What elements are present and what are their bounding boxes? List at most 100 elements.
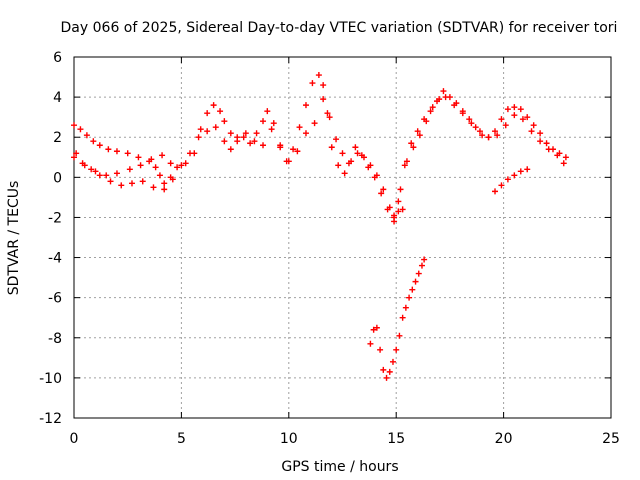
data-point bbox=[537, 138, 544, 145]
data-point bbox=[517, 168, 524, 175]
data-series bbox=[367, 256, 428, 381]
data-point bbox=[270, 120, 277, 127]
data-point bbox=[152, 164, 159, 171]
data-point bbox=[498, 116, 505, 123]
data-point bbox=[415, 270, 422, 277]
data-point bbox=[186, 150, 193, 157]
data-point bbox=[221, 118, 228, 125]
data-point bbox=[524, 114, 531, 121]
data-point bbox=[335, 162, 342, 169]
y-tick-label: -2 bbox=[48, 210, 62, 226]
data-point bbox=[113, 170, 120, 177]
y-tick-label: -4 bbox=[48, 251, 62, 267]
data-point bbox=[333, 136, 340, 143]
data-point bbox=[384, 206, 391, 213]
data-point bbox=[315, 72, 322, 79]
data-point bbox=[113, 148, 120, 155]
data-point bbox=[126, 166, 133, 173]
data-point bbox=[339, 150, 346, 157]
data-point bbox=[221, 138, 228, 145]
data-point bbox=[396, 332, 403, 339]
data-point bbox=[554, 152, 561, 159]
data-point bbox=[210, 102, 217, 109]
data-point bbox=[294, 148, 301, 155]
y-tick-label: -12 bbox=[39, 411, 62, 427]
data-point bbox=[71, 154, 77, 161]
data-point bbox=[103, 172, 110, 179]
data-point bbox=[545, 146, 552, 153]
data-point bbox=[128, 180, 135, 187]
data-point bbox=[118, 182, 125, 189]
data-point bbox=[377, 346, 384, 353]
data-point bbox=[389, 358, 396, 365]
data-point bbox=[328, 144, 335, 151]
data-point bbox=[137, 162, 144, 169]
data-point bbox=[494, 132, 501, 139]
data-point bbox=[71, 122, 77, 129]
data-point bbox=[367, 340, 374, 347]
data-point bbox=[326, 114, 333, 121]
data-point bbox=[485, 134, 492, 141]
data-series bbox=[71, 94, 567, 221]
data-point bbox=[296, 124, 303, 131]
y-tick-label: 4 bbox=[53, 90, 62, 106]
data-point bbox=[81, 162, 88, 169]
x-tick-label: 25 bbox=[602, 431, 620, 447]
data-point bbox=[197, 126, 204, 133]
data-point bbox=[124, 150, 131, 157]
data-point bbox=[302, 130, 309, 137]
data-point bbox=[204, 128, 211, 135]
data-point bbox=[320, 96, 327, 103]
data-point bbox=[156, 172, 163, 179]
data-point bbox=[528, 128, 535, 135]
data-point bbox=[403, 158, 410, 165]
data-point bbox=[386, 368, 393, 375]
data-point bbox=[502, 122, 509, 129]
data-point bbox=[83, 132, 90, 139]
data-point bbox=[311, 120, 318, 127]
data-point bbox=[423, 118, 430, 125]
data-point bbox=[324, 110, 331, 117]
data-point bbox=[476, 128, 483, 135]
data-point bbox=[418, 262, 425, 269]
data-point bbox=[537, 130, 544, 137]
data-point bbox=[371, 174, 378, 181]
data-point bbox=[302, 102, 309, 109]
data-point bbox=[519, 116, 526, 123]
data-point bbox=[358, 152, 365, 159]
data-point bbox=[242, 130, 249, 137]
data-point bbox=[492, 128, 499, 135]
data-point bbox=[227, 146, 234, 153]
data-point bbox=[167, 160, 174, 167]
data-point bbox=[440, 88, 447, 95]
data-point bbox=[212, 124, 219, 131]
data-point bbox=[395, 198, 402, 205]
data-point bbox=[378, 190, 385, 197]
data-series bbox=[71, 72, 569, 225]
data-point bbox=[399, 206, 406, 213]
x-tick-label: 0 bbox=[70, 431, 79, 447]
data-point bbox=[504, 106, 511, 113]
data-point bbox=[277, 142, 284, 149]
data-point bbox=[73, 150, 80, 157]
data-point bbox=[391, 212, 398, 219]
y-axis-label: SDTVAR / TECUs bbox=[6, 181, 22, 296]
data-point bbox=[195, 134, 202, 141]
data-point bbox=[479, 132, 486, 139]
data-point bbox=[517, 106, 524, 113]
data-point bbox=[409, 286, 416, 293]
data-series bbox=[73, 150, 531, 219]
data-point bbox=[217, 108, 224, 115]
data-point bbox=[285, 158, 292, 165]
data-point bbox=[96, 142, 103, 149]
data-point bbox=[399, 314, 406, 321]
data-point bbox=[107, 178, 114, 185]
data-point bbox=[408, 140, 415, 147]
data-point bbox=[182, 160, 189, 167]
data-point bbox=[412, 278, 419, 285]
data-point bbox=[174, 164, 181, 171]
plot-frame bbox=[73, 56, 612, 419]
data-point bbox=[365, 164, 372, 171]
data-point bbox=[159, 152, 166, 159]
y-tick-label: -8 bbox=[48, 331, 62, 347]
